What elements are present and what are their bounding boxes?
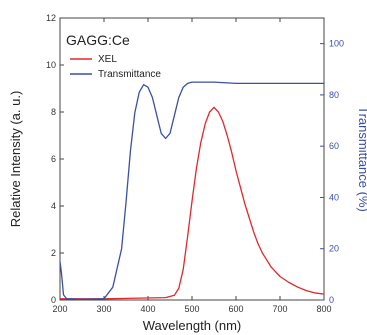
y-tick-label: 4 bbox=[51, 201, 56, 211]
y-tick-label: 8 bbox=[51, 107, 56, 117]
series-line-xel bbox=[60, 106, 325, 300]
x-tick-label: 800 bbox=[316, 304, 331, 314]
y-tick-label: 2 bbox=[51, 248, 56, 258]
sample-label-text: GAGG:Ce bbox=[66, 32, 130, 48]
y2-tick-label: 40 bbox=[329, 192, 339, 202]
legend-label-transmittance: Transmittance bbox=[98, 69, 161, 80]
sample-label: GAGG:Ce bbox=[66, 32, 130, 48]
y-tick-label: 6 bbox=[51, 154, 56, 164]
x-tick-label: 300 bbox=[96, 304, 111, 314]
y2-tick-label: 80 bbox=[329, 90, 339, 100]
y2-axis-title: Transmittance (%) bbox=[356, 106, 367, 212]
x-tick-label: 400 bbox=[140, 304, 155, 314]
x-axis-title: Wavelength (nm) bbox=[143, 318, 242, 333]
legend-label-xel: XEL bbox=[98, 54, 117, 65]
series-line-transmittance bbox=[59, 81, 324, 300]
y2-tick-label: 0 bbox=[329, 295, 334, 305]
y2-tick-label: 60 bbox=[329, 141, 339, 151]
y-tick-label: 10 bbox=[46, 60, 56, 70]
x-tick-label: 200 bbox=[52, 304, 67, 314]
y-tick-label: 0 bbox=[51, 295, 56, 305]
x-tick-label: 600 bbox=[228, 304, 243, 314]
y-tick-label: 12 bbox=[46, 13, 56, 23]
y2-tick-label: 20 bbox=[329, 244, 339, 254]
y2-tick-label: 100 bbox=[329, 39, 344, 49]
series-group bbox=[59, 81, 325, 300]
x-tick-label: 700 bbox=[272, 304, 287, 314]
x-tick-label: 500 bbox=[184, 304, 199, 314]
y-axis-title: Relative Intensity (a. u.) bbox=[8, 91, 23, 228]
axis-ticks: 200 300 400 500 600 700 8000246810120204060801… bbox=[46, 13, 344, 314]
